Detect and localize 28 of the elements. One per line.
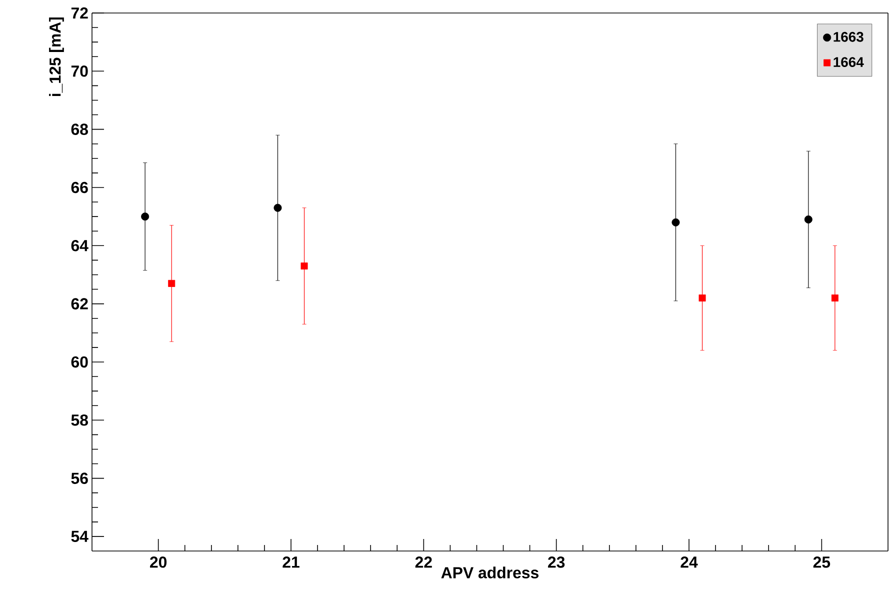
x-tick-label: 23 — [548, 556, 565, 568]
point — [300, 262, 308, 270]
y-tick-label: 64 — [71, 240, 88, 252]
y-tick-label: 56 — [71, 472, 88, 484]
point — [698, 294, 706, 302]
x-tick-label: 25 — [813, 556, 830, 568]
point — [168, 280, 176, 287]
y-tick-label: 68 — [71, 124, 88, 135]
y-tick-label: 60 — [71, 356, 88, 368]
x-tick-label: 20 — [150, 556, 167, 568]
y-tick-label: 58 — [71, 414, 88, 426]
y-tick-label: 54 — [71, 530, 88, 542]
point — [274, 204, 282, 212]
point — [831, 294, 838, 302]
y-tick-label: 70 — [71, 66, 88, 77]
point — [141, 212, 150, 221]
x-tick-label: 22 — [415, 556, 432, 568]
y-tick-label: 66 — [71, 182, 88, 194]
x-tick-label: 21 — [282, 556, 300, 568]
point — [672, 218, 680, 226]
legend-label: 1663 — [834, 32, 864, 42]
x-tick-label: 24 — [680, 556, 698, 568]
legend-label: 1664 — [834, 57, 864, 68]
x-axis-title: APV address — [441, 566, 538, 578]
point — [804, 215, 812, 224]
y-tick-label: 72 — [71, 7, 88, 19]
y-axis-title: i_125 [mA] — [49, 17, 64, 96]
y-tick-label: 62 — [71, 298, 88, 310]
